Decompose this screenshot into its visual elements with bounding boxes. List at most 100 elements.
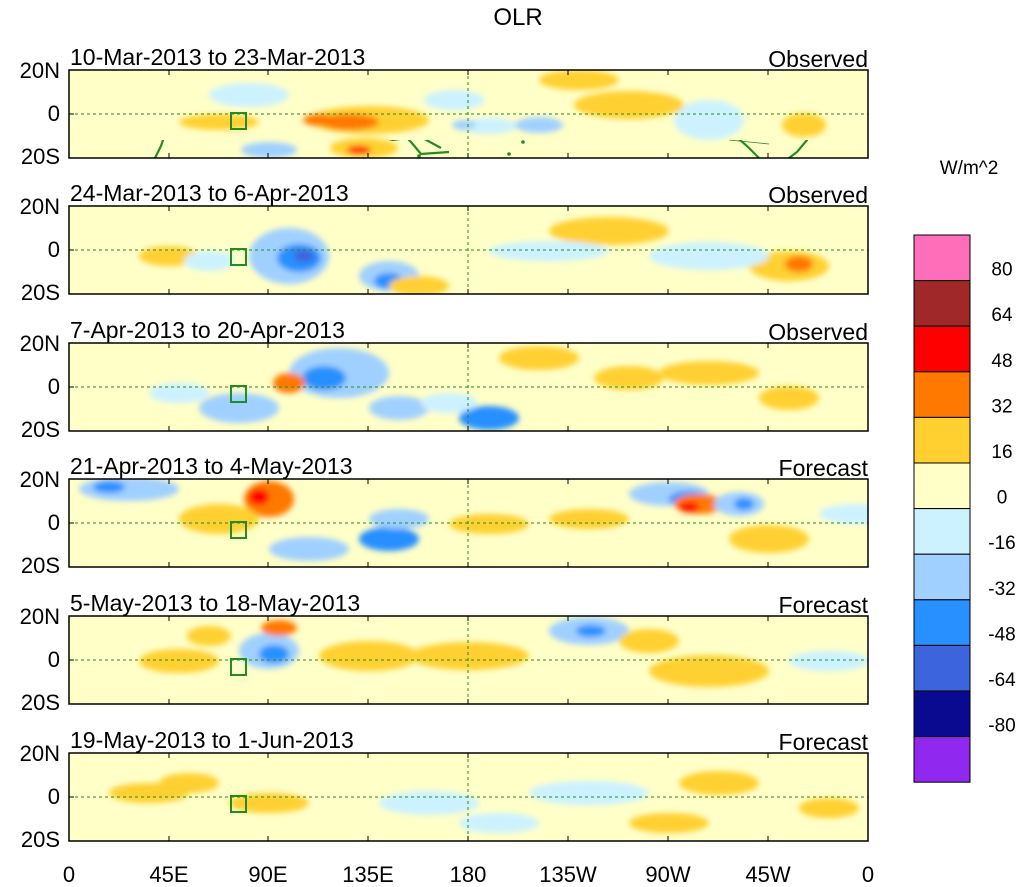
anomaly-blob <box>459 406 519 430</box>
anomaly-blob <box>359 527 419 551</box>
anomaly-blob <box>409 642 529 670</box>
colorbar-swatch <box>913 325 971 373</box>
colorbar-label: 0 <box>997 488 1008 509</box>
latitude-label: 20N <box>20 58 60 83</box>
anomaly-blob <box>159 773 219 793</box>
colorbar-label: -64 <box>988 670 1016 691</box>
anomaly-blob <box>209 83 289 107</box>
panel-date-range: 5-May-2013 to 18-May-2013 <box>70 590 360 616</box>
colorbar-swatch <box>913 736 971 783</box>
anomaly-blob <box>229 793 309 813</box>
anomaly-blob <box>649 655 769 687</box>
region-box <box>230 112 247 130</box>
latitude-label: 0 <box>48 237 60 262</box>
anomaly-blob <box>594 366 664 390</box>
latitude-label: 20S <box>21 280 60 305</box>
anomaly-blob <box>302 366 346 390</box>
latitude-label: 20N <box>20 194 60 219</box>
map-panel: 20N 0 20S 24-Mar-2013 to 6-Apr-2013 Observed <box>20 180 869 305</box>
latitude-label: 0 <box>48 374 60 399</box>
panel-status: Forecast <box>779 455 869 481</box>
latitude-label: 20S <box>21 827 60 852</box>
panel-status: Observed <box>768 46 868 72</box>
longitude-label: 90W <box>645 862 690 887</box>
anomaly-blob <box>459 813 539 833</box>
anomaly-field <box>139 617 868 687</box>
latitude-label: 20N <box>20 741 60 766</box>
colorbar-swatch <box>913 690 971 738</box>
anomaly-blob <box>799 798 859 818</box>
figure-title: OLR <box>493 4 542 31</box>
anomaly-field <box>139 217 829 294</box>
anomaly-blob <box>269 537 349 561</box>
colorbar-label: 32 <box>991 396 1012 417</box>
region-box <box>230 521 247 539</box>
colorbar-label: -80 <box>988 716 1015 737</box>
longitude-label: 0 <box>862 862 874 887</box>
panel-date-range: 7-Apr-2013 to 20-Apr-2013 <box>70 317 345 343</box>
anomaly-blob <box>785 256 813 272</box>
anomaly-blob <box>369 396 429 420</box>
latitude-label: 0 <box>48 647 60 672</box>
colorbar-swatch <box>913 553 971 601</box>
map-panel: 20N 0 20S 7-Apr-2013 to 20-Apr-2013 Observed <box>20 317 869 442</box>
map-panel: 20N 0 20S 5-May-2013 to 18-May-2013 Forecast <box>20 590 869 715</box>
anomaly-blob <box>379 791 479 815</box>
longitude-label: 180 <box>450 862 487 887</box>
colorbar-swatch <box>913 462 971 510</box>
map-panel: 20N 0 20S 21-Apr-2013 to 4-May-2013 Forecast <box>20 453 869 578</box>
anomaly-blob <box>241 142 297 158</box>
anomaly-blob <box>424 90 484 110</box>
anomaly-field <box>179 70 826 158</box>
anomaly-blob <box>489 241 609 261</box>
anomaly-blob <box>389 276 449 294</box>
anomaly-blob <box>619 629 679 653</box>
colorbar-swatch <box>913 371 971 418</box>
longitude-axis: 0 45E 90E 135E 180 135W 90W 45W 0 <box>63 862 874 887</box>
anomaly-blob <box>179 504 259 534</box>
anomaly-blob <box>649 242 769 270</box>
anomaly-blob <box>449 514 529 534</box>
anomaly-blob <box>574 91 684 119</box>
panel-status: Observed <box>768 319 868 345</box>
colorbar-swatch <box>913 280 971 327</box>
anomaly-blob <box>187 626 231 646</box>
latitude-label: 20N <box>20 331 60 356</box>
region-box <box>230 385 247 403</box>
colorbar-label: 64 <box>991 305 1013 326</box>
anomaly-blob <box>249 489 269 505</box>
anomaly-blob <box>515 117 563 133</box>
anomaly-blob <box>261 620 297 636</box>
panel-status: Forecast <box>779 729 869 755</box>
panel-date-range: 19-May-2013 to 1-Jun-2013 <box>70 727 354 753</box>
panel-date-range: 21-Apr-2013 to 4-May-2013 <box>70 453 353 479</box>
anomaly-blob <box>139 649 219 673</box>
anomaly-blob <box>461 118 517 134</box>
anomaly-blob <box>576 625 606 637</box>
colorbar-swatch <box>913 508 971 555</box>
anomaly-blob <box>729 525 809 553</box>
anomaly-blob <box>259 645 289 663</box>
colorbar-label: 16 <box>991 442 1012 463</box>
panel-date-range: 10-Mar-2013 to 23-Mar-2013 <box>70 44 365 70</box>
anomaly-blob <box>149 383 209 403</box>
panel-status: Forecast <box>779 592 869 618</box>
anomaly-blob <box>499 346 579 370</box>
anomaly-blob <box>369 509 429 529</box>
anomaly-blob <box>679 771 759 795</box>
anomaly-blob <box>93 481 125 493</box>
longitude-label: 45W <box>745 862 790 887</box>
latitude-label: 20N <box>20 467 60 492</box>
longitude-label: 90E <box>248 862 287 887</box>
anomaly-field <box>109 771 859 833</box>
anomaly-blob <box>734 498 754 510</box>
anomaly-blob <box>819 504 868 524</box>
anomaly-blob <box>347 146 371 154</box>
anomaly-field <box>149 346 819 430</box>
anomaly-blob <box>452 120 476 130</box>
colorbar-unit: W/m^2 <box>940 158 999 179</box>
longitude-label: 135W <box>539 862 597 887</box>
colorbar-swatch <box>913 234 971 282</box>
anomaly-blob <box>549 509 629 529</box>
